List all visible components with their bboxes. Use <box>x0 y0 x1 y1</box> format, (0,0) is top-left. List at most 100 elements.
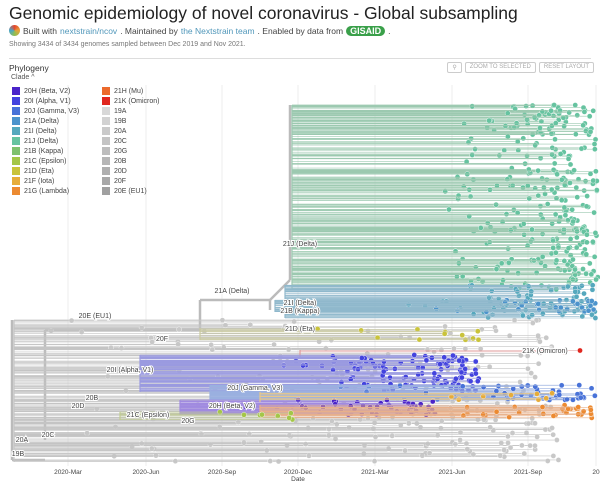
tip-node[interactable] <box>505 440 511 446</box>
tip-node[interactable] <box>459 383 466 390</box>
tip-node[interactable] <box>409 358 416 364</box>
tip-node[interactable] <box>415 371 421 378</box>
tip-node[interactable] <box>563 297 570 303</box>
tip-node[interactable] <box>473 370 479 377</box>
tip-node[interactable] <box>429 354 435 361</box>
tip-node[interactable] <box>591 141 598 147</box>
tip-node[interactable] <box>402 447 408 454</box>
tip-node[interactable] <box>475 336 482 343</box>
tip-node[interactable] <box>469 103 475 109</box>
tip-node[interactable] <box>539 175 545 182</box>
search-button[interactable]: ⚲ <box>447 62 462 73</box>
tip-node[interactable] <box>241 412 247 418</box>
legend-item[interactable]: 20G <box>102 146 172 156</box>
tip-node[interactable] <box>549 145 556 151</box>
tip-node[interactable] <box>175 341 181 348</box>
tip-node[interactable] <box>580 266 586 272</box>
tip-node[interactable] <box>478 225 484 231</box>
tip-node[interactable] <box>573 244 580 251</box>
tip-node[interactable] <box>571 167 577 174</box>
tip-node[interactable] <box>417 401 424 408</box>
tip-node[interactable] <box>562 212 569 219</box>
tip-node[interactable] <box>543 395 549 402</box>
tip-node[interactable] <box>498 260 505 267</box>
tip-node[interactable] <box>561 204 568 211</box>
tip-node[interactable] <box>551 160 558 167</box>
tip-node[interactable] <box>535 360 542 367</box>
legend-item[interactable]: 20F <box>102 176 172 186</box>
tip-node[interactable] <box>470 335 476 342</box>
tip-node[interactable] <box>584 193 590 199</box>
tip-node[interactable] <box>220 344 227 351</box>
tip-node[interactable] <box>550 238 556 244</box>
tip-node[interactable] <box>447 330 454 337</box>
legend-item[interactable]: 20A <box>102 126 172 136</box>
tip-node[interactable] <box>397 382 403 389</box>
tip-node[interactable] <box>330 367 336 373</box>
tip-node[interactable] <box>442 323 448 330</box>
tip-node[interactable] <box>536 307 542 313</box>
tip-node[interactable] <box>291 318 297 325</box>
tip-node[interactable] <box>534 434 540 440</box>
tip-node[interactable] <box>581 290 587 297</box>
tip-node[interactable] <box>569 206 575 213</box>
tip-node[interactable] <box>402 374 409 380</box>
tip-node[interactable] <box>544 201 551 207</box>
tip-node[interactable] <box>550 167 557 173</box>
tip-node[interactable] <box>555 244 562 251</box>
tip-node[interactable] <box>474 378 481 384</box>
legend-item[interactable]: 20J (Gamma, V3) <box>12 106 90 116</box>
tip-node[interactable] <box>451 345 457 352</box>
tip-node[interactable] <box>573 293 580 300</box>
tip-node[interactable] <box>532 383 539 390</box>
tip-node[interactable] <box>565 217 571 224</box>
tip-node[interactable] <box>507 444 514 451</box>
tip-node[interactable] <box>536 112 542 119</box>
tip-node[interactable] <box>550 413 557 419</box>
tip-node[interactable] <box>583 128 589 134</box>
tip-node[interactable] <box>208 342 214 348</box>
tip-node[interactable] <box>532 442 538 449</box>
tip-node[interactable] <box>561 267 568 274</box>
tip-node[interactable] <box>528 288 535 295</box>
tip-node[interactable] <box>486 117 492 124</box>
tip-node[interactable] <box>535 301 542 307</box>
tip-node[interactable] <box>108 344 114 351</box>
tip-node[interactable] <box>474 328 481 335</box>
tip-node[interactable] <box>526 195 533 202</box>
tip-node[interactable] <box>580 408 587 415</box>
tip-node[interactable] <box>480 384 487 390</box>
tip-node[interactable] <box>592 392 598 399</box>
tip-node[interactable] <box>581 109 588 115</box>
tip-node[interactable] <box>532 374 538 380</box>
tip-node[interactable] <box>68 317 75 324</box>
tip-node[interactable] <box>590 108 597 114</box>
tip-node[interactable] <box>437 361 443 367</box>
tip-node[interactable] <box>497 452 503 459</box>
tip-node[interactable] <box>459 332 466 338</box>
tip-node[interactable] <box>532 420 538 427</box>
tip-node[interactable] <box>329 418 335 424</box>
tip-node[interactable] <box>555 457 562 463</box>
tip-node[interactable] <box>380 368 387 375</box>
tip-node[interactable] <box>426 450 433 457</box>
tip-node[interactable] <box>528 370 535 376</box>
tip-node[interactable] <box>488 288 495 294</box>
tip-node[interactable] <box>78 329 85 335</box>
tip-node[interactable] <box>552 211 559 218</box>
tip-node[interactable] <box>537 338 543 345</box>
tip-node[interactable] <box>259 411 265 418</box>
tip-node[interactable] <box>548 343 555 350</box>
tip-node[interactable] <box>358 327 364 334</box>
tip-node[interactable] <box>570 256 576 263</box>
legend-item[interactable]: 21A (Delta) <box>12 116 90 126</box>
tip-node[interactable] <box>416 336 423 343</box>
tip-node[interactable] <box>556 297 563 304</box>
tip-node[interactable] <box>543 334 550 341</box>
tip-node[interactable] <box>148 445 155 452</box>
tip-node[interactable] <box>459 374 465 381</box>
tip-node[interactable] <box>548 107 554 114</box>
tip-node[interactable] <box>506 259 512 266</box>
tip-node[interactable] <box>592 230 599 236</box>
tip-node[interactable] <box>374 334 381 341</box>
